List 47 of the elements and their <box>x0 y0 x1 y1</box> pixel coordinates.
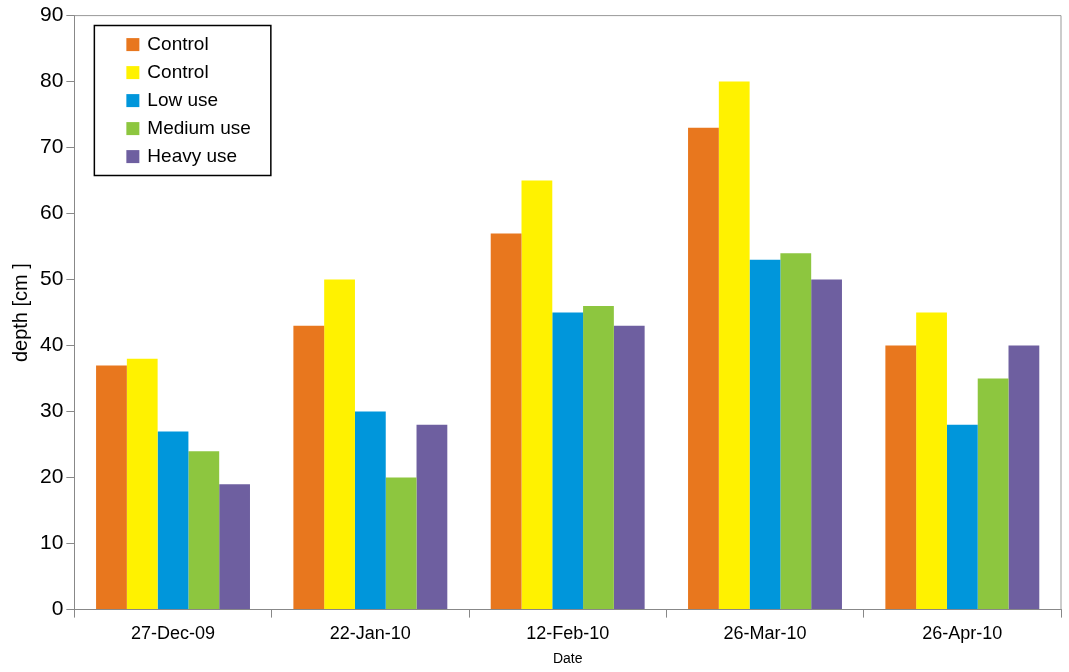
bar <box>157 431 189 610</box>
bar <box>811 279 842 610</box>
legend-label: Control <box>147 60 209 82</box>
bar <box>385 477 417 610</box>
bar <box>552 312 584 610</box>
bar <box>916 312 947 610</box>
y-tick-label: 10 <box>40 530 64 554</box>
bar <box>977 378 1009 610</box>
bar <box>219 484 250 610</box>
bar <box>946 424 978 610</box>
x-tick-label: 22-Jan-10 <box>329 623 411 644</box>
legend-label: Medium use <box>147 116 251 138</box>
y-tick-label: 90 <box>40 2 64 26</box>
y-tick-label: 30 <box>40 398 64 422</box>
bar <box>354 411 386 610</box>
y-axis-title: depth [cm ] <box>8 263 31 363</box>
legend-label: Low use <box>147 88 219 110</box>
bar <box>293 325 325 610</box>
y-tick-label: 20 <box>40 464 64 488</box>
bar <box>324 279 355 610</box>
legend-label: Control <box>147 32 209 54</box>
bar <box>96 365 127 610</box>
y-tick-label: 40 <box>40 332 64 356</box>
bar <box>490 233 522 610</box>
bar <box>416 424 448 610</box>
x-tick-label: 27-Dec-09 <box>131 623 216 644</box>
bar <box>613 325 645 610</box>
bar <box>521 180 553 610</box>
bar <box>885 345 917 610</box>
bar <box>188 451 220 610</box>
y-tick-label: 60 <box>40 200 64 224</box>
x-tick-label: 26-Apr-10 <box>922 623 1003 644</box>
y-tick-label: 0 <box>51 596 64 620</box>
x-tick-label: 12-Feb-10 <box>526 623 610 644</box>
bar <box>749 259 781 610</box>
y-tick-label: 80 <box>40 68 64 92</box>
bar <box>688 127 719 610</box>
bar <box>583 306 614 610</box>
bar <box>1008 345 1040 610</box>
y-tick-label: 50 <box>40 266 64 290</box>
x-tick-label: 26-Mar-10 <box>723 623 807 644</box>
x-axis-title: Date <box>552 650 583 667</box>
bar <box>126 358 158 610</box>
bar <box>718 81 750 610</box>
legend-label: Heavy use <box>147 144 238 166</box>
bar <box>780 253 812 610</box>
y-tick-label: 70 <box>40 134 64 158</box>
